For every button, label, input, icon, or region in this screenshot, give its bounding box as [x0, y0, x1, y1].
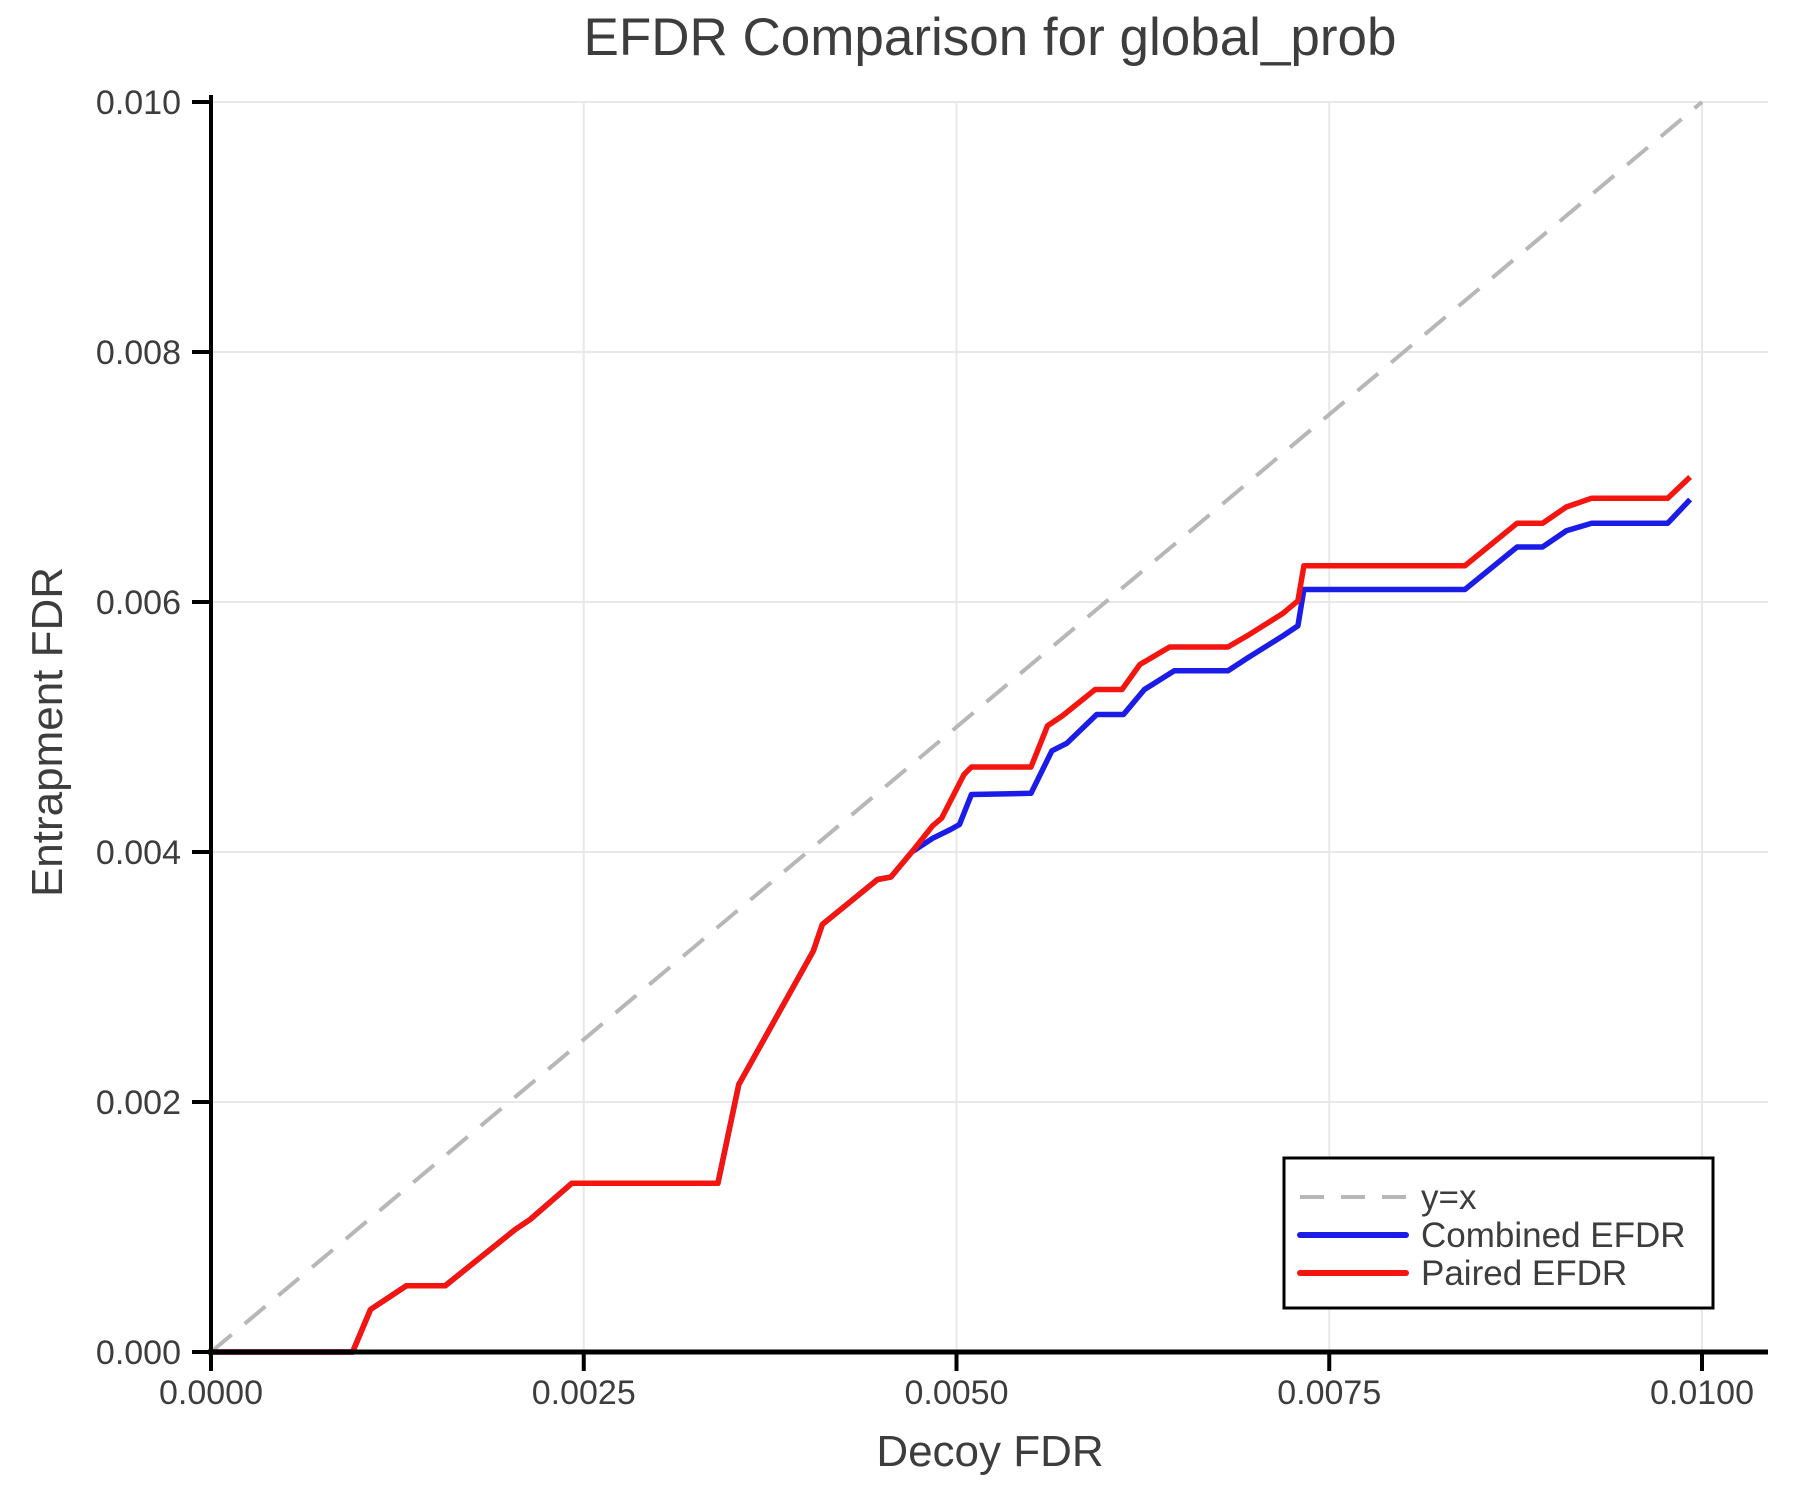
y-tick-label: 0.006	[96, 584, 181, 622]
legend-label: Paired EFDR	[1421, 1254, 1627, 1293]
legend-label: Combined EFDR	[1421, 1216, 1686, 1255]
x-tick-label: 0.0100	[1650, 1374, 1754, 1412]
x-axis-label: Decoy FDR	[876, 1427, 1103, 1476]
y-tick-label: 0.000	[96, 1334, 181, 1372]
x-tick-label: 0.0025	[532, 1374, 636, 1412]
y-tick-label: 0.010	[96, 84, 181, 122]
gridlines	[211, 101, 1768, 1352]
legend-label: y=x	[1421, 1178, 1477, 1217]
y-tick-label: 0.004	[96, 834, 181, 872]
x-tick-label: 0.0075	[1277, 1374, 1381, 1412]
axes-spines	[208, 95, 1768, 1355]
x-tick-label: 0.0050	[905, 1374, 1009, 1412]
y-tick-label: 0.008	[96, 334, 181, 372]
chart-title: EFDR Comparison for global_prob	[583, 8, 1396, 67]
series-line-paired-efdr	[211, 475, 1692, 1355]
data-series	[209, 100, 1704, 1355]
series-line-y-x	[209, 100, 1704, 1354]
y-axis-label: Entrapment FDR	[23, 567, 72, 897]
tick-marks-and-labels: 0.0000 0.0025 0.0050 0.0075 0.0100 0.000 0.002…	[96, 84, 1754, 1412]
y-tick-label: 0.002	[96, 1084, 181, 1122]
x-tick-label: 0.0000	[159, 1374, 263, 1412]
